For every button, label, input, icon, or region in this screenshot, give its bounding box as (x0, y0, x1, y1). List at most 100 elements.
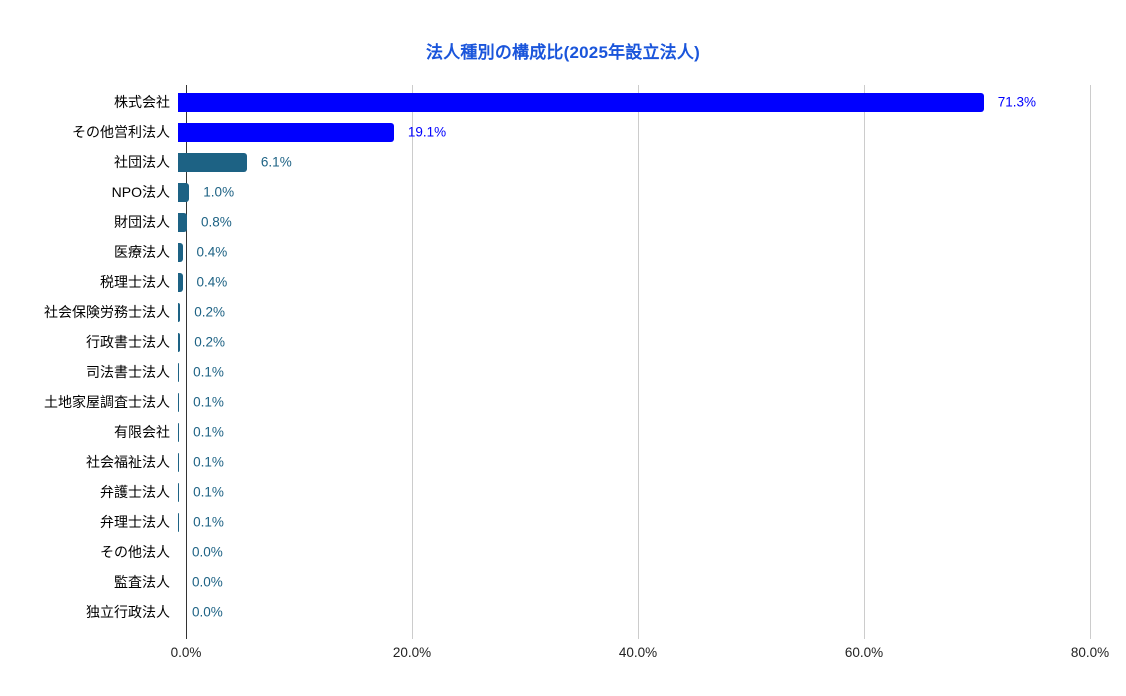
chart-row: 社会保険労務士法人 0.2% (0, 297, 1126, 327)
value-label: 0.1% (193, 364, 224, 380)
bar-track: 0.0% (178, 567, 1082, 597)
value-label: 0.4% (196, 274, 228, 290)
chart-row: 監査法人 0.0% (0, 567, 1126, 597)
category-label: 司法書士法人 (86, 364, 170, 380)
chart-row: 税理士法人 0.4% (0, 267, 1126, 297)
value-label: 0.0% (192, 544, 223, 560)
category-label: 弁理士法人 (100, 514, 170, 530)
chart-title: 法人種別の構成比(2025年設立法人) (426, 43, 700, 62)
plot-area (186, 85, 1091, 639)
value-label: 71.3% (997, 94, 1036, 110)
chart-row: 司法書士法人 0.1% (0, 357, 1126, 387)
bar (178, 482, 180, 502)
category-label: 独立行政法人 (86, 604, 170, 620)
category-label: 弁護士法人 (100, 484, 170, 500)
value-label: 1.0% (203, 184, 235, 200)
chart-row: 有限会社 0.1% (0, 417, 1126, 447)
chart-row: 行政書士法人 0.2% (0, 327, 1126, 357)
value-label: 0.2% (194, 334, 226, 350)
bar-track: 0.4% (178, 267, 1082, 297)
bar (178, 152, 247, 172)
bar (178, 272, 183, 292)
chart-row: 財団法人 0.8% (0, 207, 1126, 237)
category-label: その他営利法人 (72, 124, 170, 140)
gridline (638, 85, 639, 639)
category-label: 社団法人 (114, 154, 170, 170)
bar (178, 212, 188, 232)
value-label: 0.4% (196, 244, 228, 260)
bar-track: 0.0% (178, 537, 1082, 567)
bar (178, 392, 180, 412)
x-axis: 0.0% 20.0% 40.0% 60.0% 80.0% (0, 645, 1126, 665)
chart-row: その他法人 0.0% (0, 537, 1126, 567)
value-label: 0.1% (193, 454, 224, 470)
bar (178, 122, 394, 142)
chart-row: NPO法人 1.0% (0, 177, 1126, 207)
value-label: 0.1% (193, 484, 224, 500)
chart-row: その他営利法人 19.1% (0, 117, 1126, 147)
category-label: 土地家屋調査士法人 (44, 394, 170, 410)
category-label: その他法人 (100, 544, 170, 560)
x-tick-label: 0.0% (170, 645, 202, 660)
bar-rows: 株式会社 71.3% その他営利法人 19.1% 社団法人 6.1% NPO法人 1.0% 財団… (0, 87, 1126, 627)
category-label: 監査法人 (114, 574, 170, 590)
category-label: 社会福祉法人 (86, 454, 170, 470)
bar-track: 0.0% (178, 597, 1082, 627)
value-label: 0.1% (193, 394, 224, 410)
bar-track: 19.1% (178, 117, 1082, 147)
category-label: 医療法人 (114, 244, 170, 260)
chart-row: 社団法人 6.1% (0, 147, 1126, 177)
bar (178, 182, 190, 202)
bar-track: 0.8% (178, 207, 1082, 237)
value-label: 6.1% (260, 154, 292, 170)
category-label: 株式会社 (114, 94, 170, 110)
value-label: 0.8% (201, 214, 232, 230)
x-tick-label: 40.0% (618, 645, 658, 660)
x-tick-label: 80.0% (1070, 645, 1110, 660)
value-label: 0.0% (192, 604, 223, 620)
bar (178, 452, 180, 472)
category-label: 財団法人 (114, 214, 170, 230)
category-label: NPO法人 (111, 184, 170, 200)
bar (178, 302, 181, 322)
chart-row: 独立行政法人 0.0% (0, 597, 1126, 627)
bar (178, 242, 183, 262)
gridline (1090, 85, 1091, 639)
bar-track: 0.1% (178, 387, 1082, 417)
chart-row: 医療法人 0.4% (0, 237, 1126, 267)
bar-track: 1.0% (178, 177, 1082, 207)
bar (178, 332, 181, 352)
bar-track: 0.1% (178, 357, 1082, 387)
category-label: 有限会社 (114, 424, 170, 440)
bar (178, 362, 180, 382)
chart-row: 株式会社 71.3% (0, 87, 1126, 117)
bar-track: 0.1% (178, 477, 1082, 507)
value-label: 19.1% (407, 124, 447, 140)
chart-row: 社会福祉法人 0.1% (0, 447, 1126, 477)
bar-track: 0.1% (178, 447, 1082, 477)
chart-row: 弁護士法人 0.1% (0, 477, 1126, 507)
x-tick-label: 20.0% (392, 645, 432, 660)
gridline (864, 85, 865, 639)
bar-track: 71.3% (178, 87, 1082, 117)
category-label: 税理士法人 (100, 274, 170, 290)
bar-track: 0.2% (178, 327, 1082, 357)
bar-track: 6.1% (178, 147, 1082, 177)
chart-row: 土地家屋調査士法人 0.1% (0, 387, 1126, 417)
x-tick-label: 60.0% (844, 645, 884, 660)
bar (178, 422, 180, 442)
chart-row: 弁理士法人 0.1% (0, 507, 1126, 537)
bar-track: 0.1% (178, 507, 1082, 537)
value-label: 0.1% (193, 514, 224, 530)
category-label: 社会保険労務士法人 (44, 304, 170, 320)
bar-track: 0.4% (178, 237, 1082, 267)
gridline (412, 85, 413, 639)
axis-line (186, 85, 187, 639)
category-label: 行政書士法人 (86, 334, 170, 350)
value-label: 0.1% (193, 424, 224, 440)
value-label: 0.2% (194, 304, 226, 320)
bar-track: 0.2% (178, 297, 1082, 327)
value-label: 0.0% (192, 574, 223, 590)
bar (178, 92, 984, 112)
